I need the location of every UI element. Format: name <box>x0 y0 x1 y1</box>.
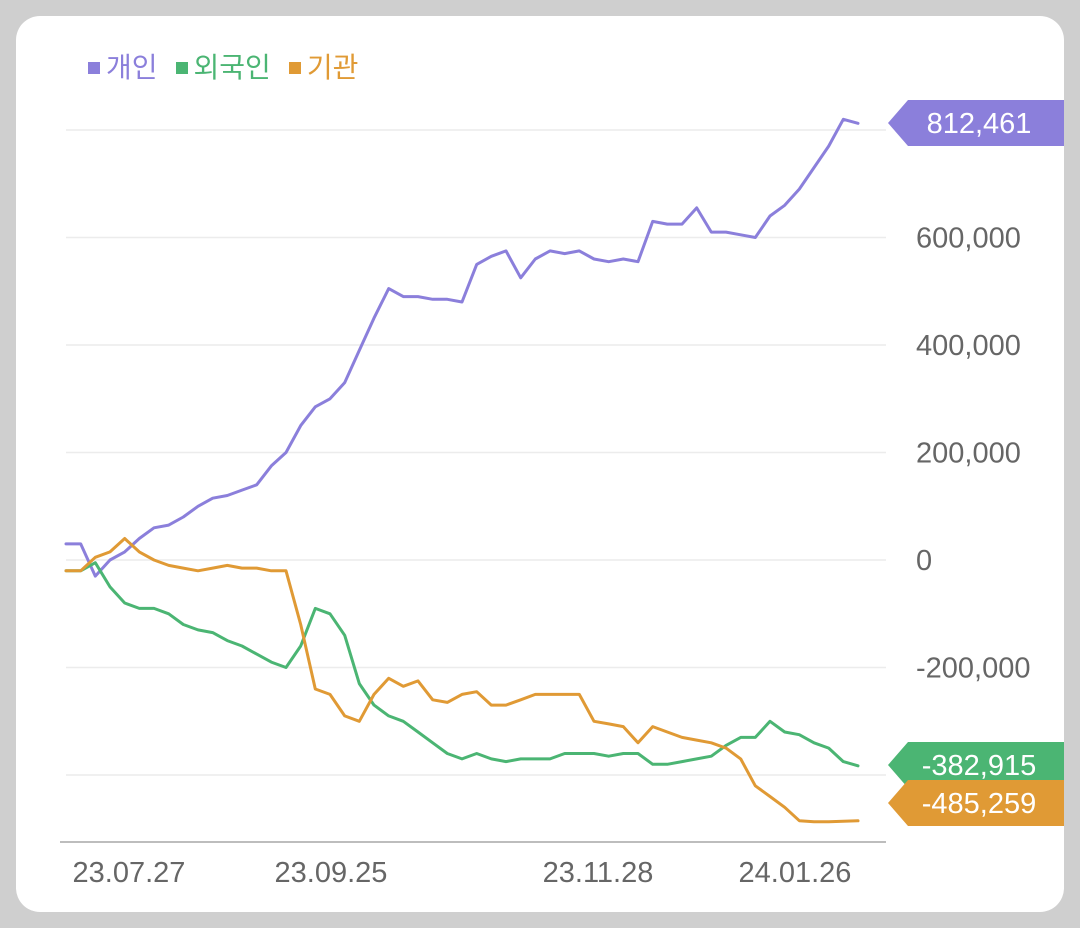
x-tick-label: 24.01.26 <box>739 857 852 889</box>
legend-item: 개인 <box>88 50 158 86</box>
legend-item: 기관 <box>288 50 359 86</box>
x-tick-label: 23.11.28 <box>543 857 654 889</box>
end-value-label: -485,259 <box>922 788 1037 820</box>
end-value-badge <box>888 780 1064 826</box>
legend-label: 개인 <box>106 51 158 84</box>
line-chart: 600,000 400,000 200,000 0 -200,000 23.07.27 23… <box>60 100 1064 889</box>
y-tick-label: 0 <box>916 545 932 577</box>
end-value-label: 812,461 <box>927 108 1032 140</box>
series-line-2 <box>64 561 860 768</box>
y-tick-label: 600,000 <box>916 223 1021 255</box>
legend-swatch <box>288 62 301 74</box>
end-value-label: -382,915 <box>922 750 1037 782</box>
end-value-badge <box>888 742 1064 788</box>
legend: 개인 외국인 기관 <box>88 50 358 86</box>
x-tick-label: 23.09.25 <box>275 857 388 889</box>
series-line-3 <box>64 537 860 824</box>
legend-swatch <box>175 62 188 74</box>
legend-item: 외국인 <box>175 50 271 86</box>
legend-label: 외국인 <box>193 51 271 84</box>
legend-label: 기관 <box>306 51 359 84</box>
series-line-1 <box>64 117 860 578</box>
y-tick-label: -200,000 <box>916 653 1031 685</box>
y-tick-label: 200,000 <box>916 438 1021 470</box>
end-value-badge <box>888 100 1064 146</box>
chart-card: 개인 외국인 기관 600,000 400,000 200,000 0 -200,000 23… <box>16 16 1064 912</box>
x-tick-label: 23.07.27 <box>73 857 186 889</box>
legend-swatch <box>88 62 100 74</box>
y-tick-label: 400,000 <box>916 330 1021 362</box>
